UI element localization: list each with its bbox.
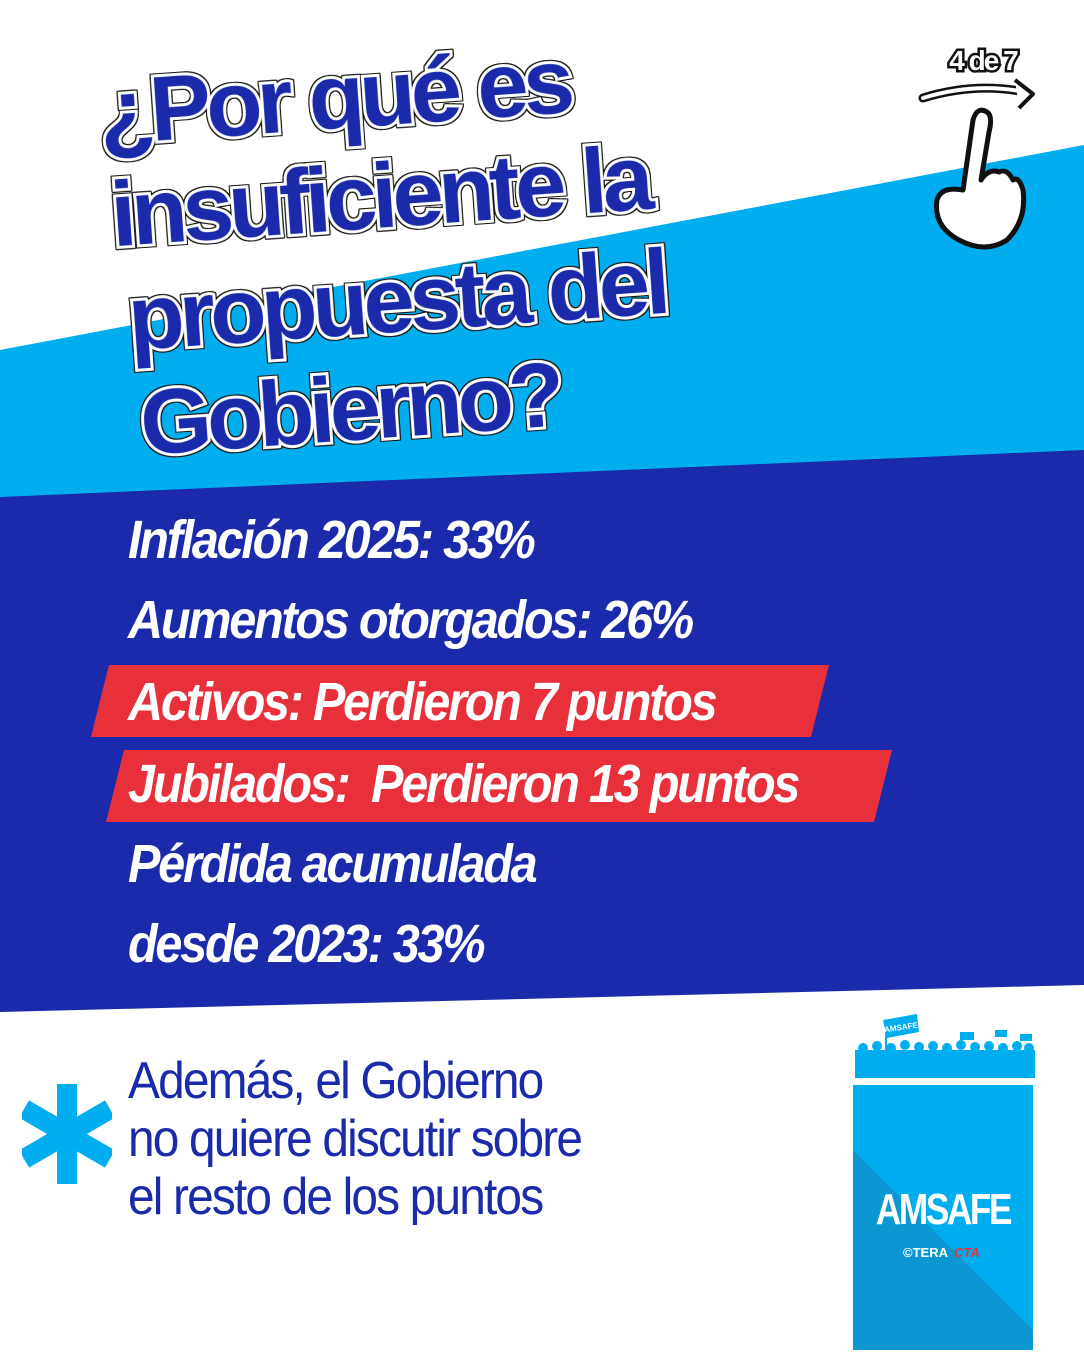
note-line: el resto de los puntos bbox=[128, 1168, 544, 1226]
crowd-illustration: AMSAFE bbox=[855, 1012, 1035, 1087]
logo-affiliations: ©TERA CTA bbox=[903, 1245, 980, 1261]
fact-accumulated-1: Pérdida acumulada bbox=[128, 834, 538, 894]
logo-name: AMSAFE bbox=[875, 1185, 1013, 1234]
pager-label: 4 de 7 bbox=[949, 45, 1018, 76]
light-blue-band bbox=[0, 145, 1084, 500]
fact-accumulated-2: desde 2023: 33% bbox=[128, 914, 486, 974]
arrow-right-icon bbox=[918, 78, 1035, 110]
note-line: Además, el Gobierno bbox=[128, 1052, 544, 1110]
fact-raises: Aumentos otorgados: 26% bbox=[128, 590, 694, 650]
asterisk-icon bbox=[18, 1082, 116, 1191]
amsafe-logo: AMSAFE ©TERA CTA bbox=[853, 1085, 1033, 1350]
ctera-label: ©TERA bbox=[903, 1245, 948, 1260]
pager: 4 de 7 bbox=[915, 40, 1045, 265]
note-text: Además, el Gobierno no quiere discutir s… bbox=[128, 1052, 583, 1226]
page-title: ¿Por qué es insuficiente la propuesta de… bbox=[92, 10, 844, 494]
note-line: no quiere discutir sobre bbox=[128, 1110, 583, 1168]
fact-jubilados: Jubilados: Perdieron 13 puntos bbox=[128, 754, 800, 814]
fact-inflation: Inflación 2025: 33% bbox=[128, 510, 536, 570]
swipe-hand-icon bbox=[933, 107, 1027, 250]
fact-activos: Activos: Perdieron 7 puntos bbox=[128, 672, 718, 732]
cta-label: CTA bbox=[953, 1245, 980, 1260]
